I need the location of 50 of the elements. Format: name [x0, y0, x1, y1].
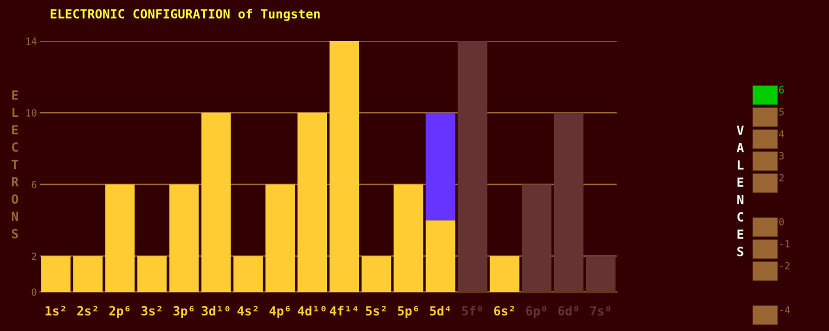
data-label: 2	[779, 174, 784, 182]
data-label: 0	[779, 218, 784, 226]
y-tick-label: 2	[32, 252, 36, 260]
x-tick-label: 1s²	[46, 306, 66, 316]
text: VALENCES	[736, 126, 744, 256]
bar	[169, 184, 199, 292]
bar	[426, 220, 456, 292]
data-label: 5	[779, 108, 784, 116]
bar	[41, 256, 71, 292]
x-tick-label: 3s²	[141, 306, 162, 316]
bar	[73, 256, 103, 292]
bar	[137, 256, 167, 292]
bar	[522, 184, 552, 292]
x-tick-label: 5d⁴	[430, 306, 450, 316]
bar	[330, 41, 360, 292]
x-tick-label: 3d¹⁰	[202, 306, 230, 316]
bar	[490, 256, 520, 292]
bar	[233, 256, 263, 292]
data-label: 6	[779, 86, 784, 94]
data-label: -2	[780, 262, 790, 270]
data-label: 4	[779, 130, 784, 138]
bar	[426, 112, 456, 220]
y-tick-label: 0	[32, 288, 36, 296]
x-tick-label: 6s²	[494, 306, 514, 316]
data-label: -4	[780, 306, 790, 314]
bar	[265, 184, 295, 292]
x-tick-label: 5s²	[366, 306, 386, 316]
x-tick-label: 4f¹⁴	[330, 306, 358, 316]
bar	[298, 112, 327, 292]
bar	[458, 41, 488, 292]
y-tick-label: 14	[26, 38, 37, 45]
data-label: -1	[780, 240, 790, 248]
x-tick-label: 4p⁶	[270, 306, 290, 318]
data-label: 3	[779, 152, 784, 160]
bar	[394, 184, 424, 292]
x-tick-label: 2s²	[77, 306, 98, 316]
bar	[554, 112, 584, 292]
x-tick-label: 4d¹⁰	[298, 306, 326, 316]
y-tick-label: 6	[32, 180, 36, 188]
x-tick-label: 3p⁶	[174, 306, 194, 318]
x-tick-label: 5p⁶	[398, 306, 418, 318]
text: ELECTRONS	[12, 90, 19, 238]
bar	[105, 184, 135, 292]
bar	[586, 256, 616, 292]
y-tick-label: 10	[26, 109, 36, 117]
bar	[362, 256, 392, 292]
x-tick-label: 4s²	[237, 306, 258, 316]
chart-title: ELECTRONIC CONFIGURATION of Tungsten	[50, 8, 320, 21]
bar	[201, 112, 231, 292]
x-tick-label: 2p⁶	[109, 306, 130, 318]
